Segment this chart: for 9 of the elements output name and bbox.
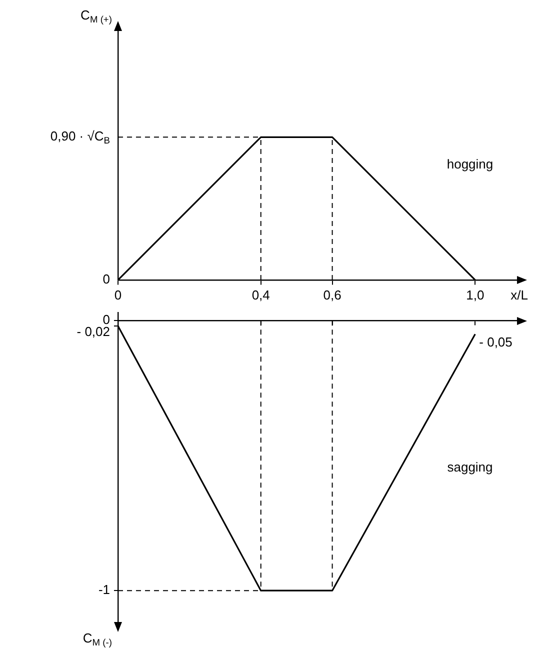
y-tick-label: -1 xyxy=(98,582,110,598)
x-tick-label: 1,0 xyxy=(466,287,484,302)
annotation: sagging xyxy=(447,459,493,474)
x-tick-label: 0 xyxy=(114,287,122,302)
annotation: hogging xyxy=(446,156,494,172)
annotation: - 0,05 xyxy=(479,334,512,350)
x-tick-label: 0,4 xyxy=(252,287,270,302)
x-axis-title: x/L xyxy=(510,288,528,303)
x-tick-label: 0,6 xyxy=(323,287,342,302)
